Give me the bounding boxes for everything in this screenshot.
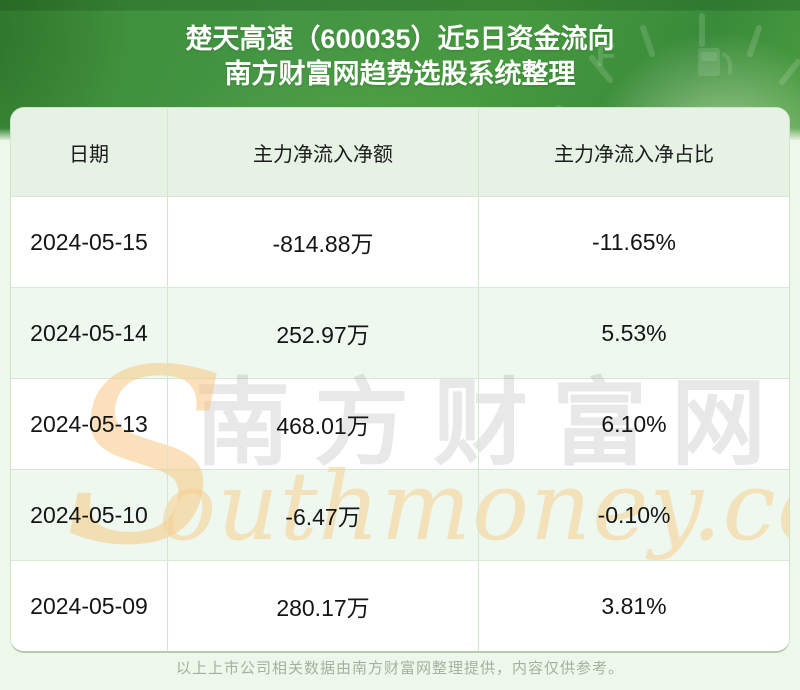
table-row: 2024-05-13 468.01万 6.10%: [11, 378, 789, 469]
date-cell: 2024-05-10: [30, 501, 148, 528]
svg-text:F: F: [596, 37, 616, 73]
date-cell: 2024-05-15: [30, 228, 148, 255]
net-inflow-cell: -814.88万: [167, 197, 478, 287]
net-inflow-cell: 252.97万: [167, 288, 478, 378]
page-title: 楚天高速（600035）近5日资金流向: [185, 24, 615, 54]
net-inflow-ratio-cell: 6.10%: [478, 379, 789, 469]
fund-flow-table: 日期 主力净流入净额 主力净流入净占比 2024-05-15 -814.88万 …: [10, 107, 790, 653]
column-header-net-inflow-ratio: 主力净流入净占比: [478, 108, 789, 196]
footer-disclaimer: 以上上市公司相关数据由南方财富网整理提供，内容仅供参考。: [175, 660, 624, 677]
net-inflow-ratio-cell: -0.10%: [478, 470, 789, 560]
table-row: 2024-05-10 -6.47万 -0.10%: [11, 469, 789, 560]
date-cell: 2024-05-13: [30, 410, 148, 437]
page-subtitle: 南方财富网趋势选股系统整理: [224, 59, 576, 89]
date-cell: 2024-05-09: [30, 592, 148, 619]
net-inflow-ratio-cell: 3.81%: [478, 561, 789, 651]
table-row: 2024-05-09 280.17万 3.81%: [11, 560, 789, 651]
column-header-net-inflow: 主力净流入净额: [167, 108, 478, 196]
net-inflow-cell: 280.17万: [167, 561, 478, 651]
date-cell: 2024-05-14: [30, 319, 148, 346]
table-row: 2024-05-15 -814.88万 -11.65%: [11, 196, 789, 287]
net-inflow-ratio-cell: -11.65%: [478, 197, 789, 287]
table-header-row: 日期 主力净流入净额 主力净流入净占比: [11, 108, 789, 196]
net-inflow-ratio-cell: 5.53%: [478, 288, 789, 378]
net-inflow-cell: -6.47万: [167, 470, 478, 560]
net-inflow-cell: 468.01万: [167, 379, 478, 469]
column-header-date: 日期: [69, 143, 109, 166]
table-row: 2024-05-14 252.97万 5.53%: [11, 287, 789, 378]
